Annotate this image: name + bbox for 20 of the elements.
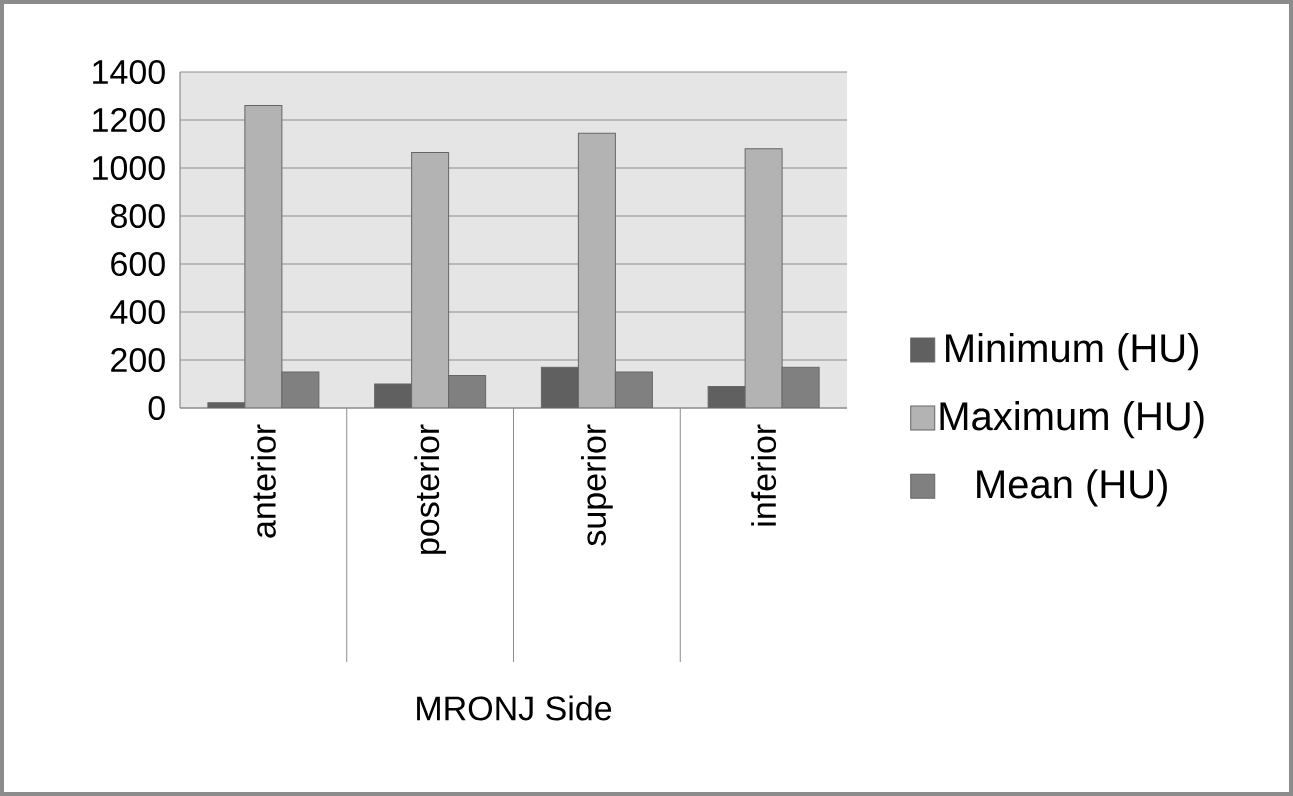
- legend-label: Minimum (HU): [946, 332, 1198, 371]
- x-axis-title: MRONJ Side: [417, 695, 612, 721]
- y-tick-label: 400: [110, 299, 165, 325]
- y-tick-label: 1000: [93, 155, 165, 181]
- legend-label: Mean (HU): [977, 469, 1167, 507]
- y-tick-label: 0: [148, 395, 165, 421]
- bar: [244, 105, 283, 408]
- y-tick-label: 1400: [93, 59, 165, 85]
- x-tick-label: anterior: [250, 424, 276, 538]
- x-tick-label: superior: [581, 424, 613, 546]
- x-tick-label: inferior: [751, 424, 777, 526]
- x-tick-label: posterior: [414, 424, 446, 554]
- y-tick-label: 600: [111, 251, 165, 277]
- y-tick-label: 1200: [93, 107, 165, 133]
- bar: [577, 132, 616, 408]
- y-tick-label: 800: [110, 203, 165, 229]
- bar: [411, 151, 450, 408]
- bar: [744, 148, 783, 408]
- y-tick-label: 200: [111, 347, 165, 373]
- legend-label: Maximum (HU): [940, 401, 1204, 439]
